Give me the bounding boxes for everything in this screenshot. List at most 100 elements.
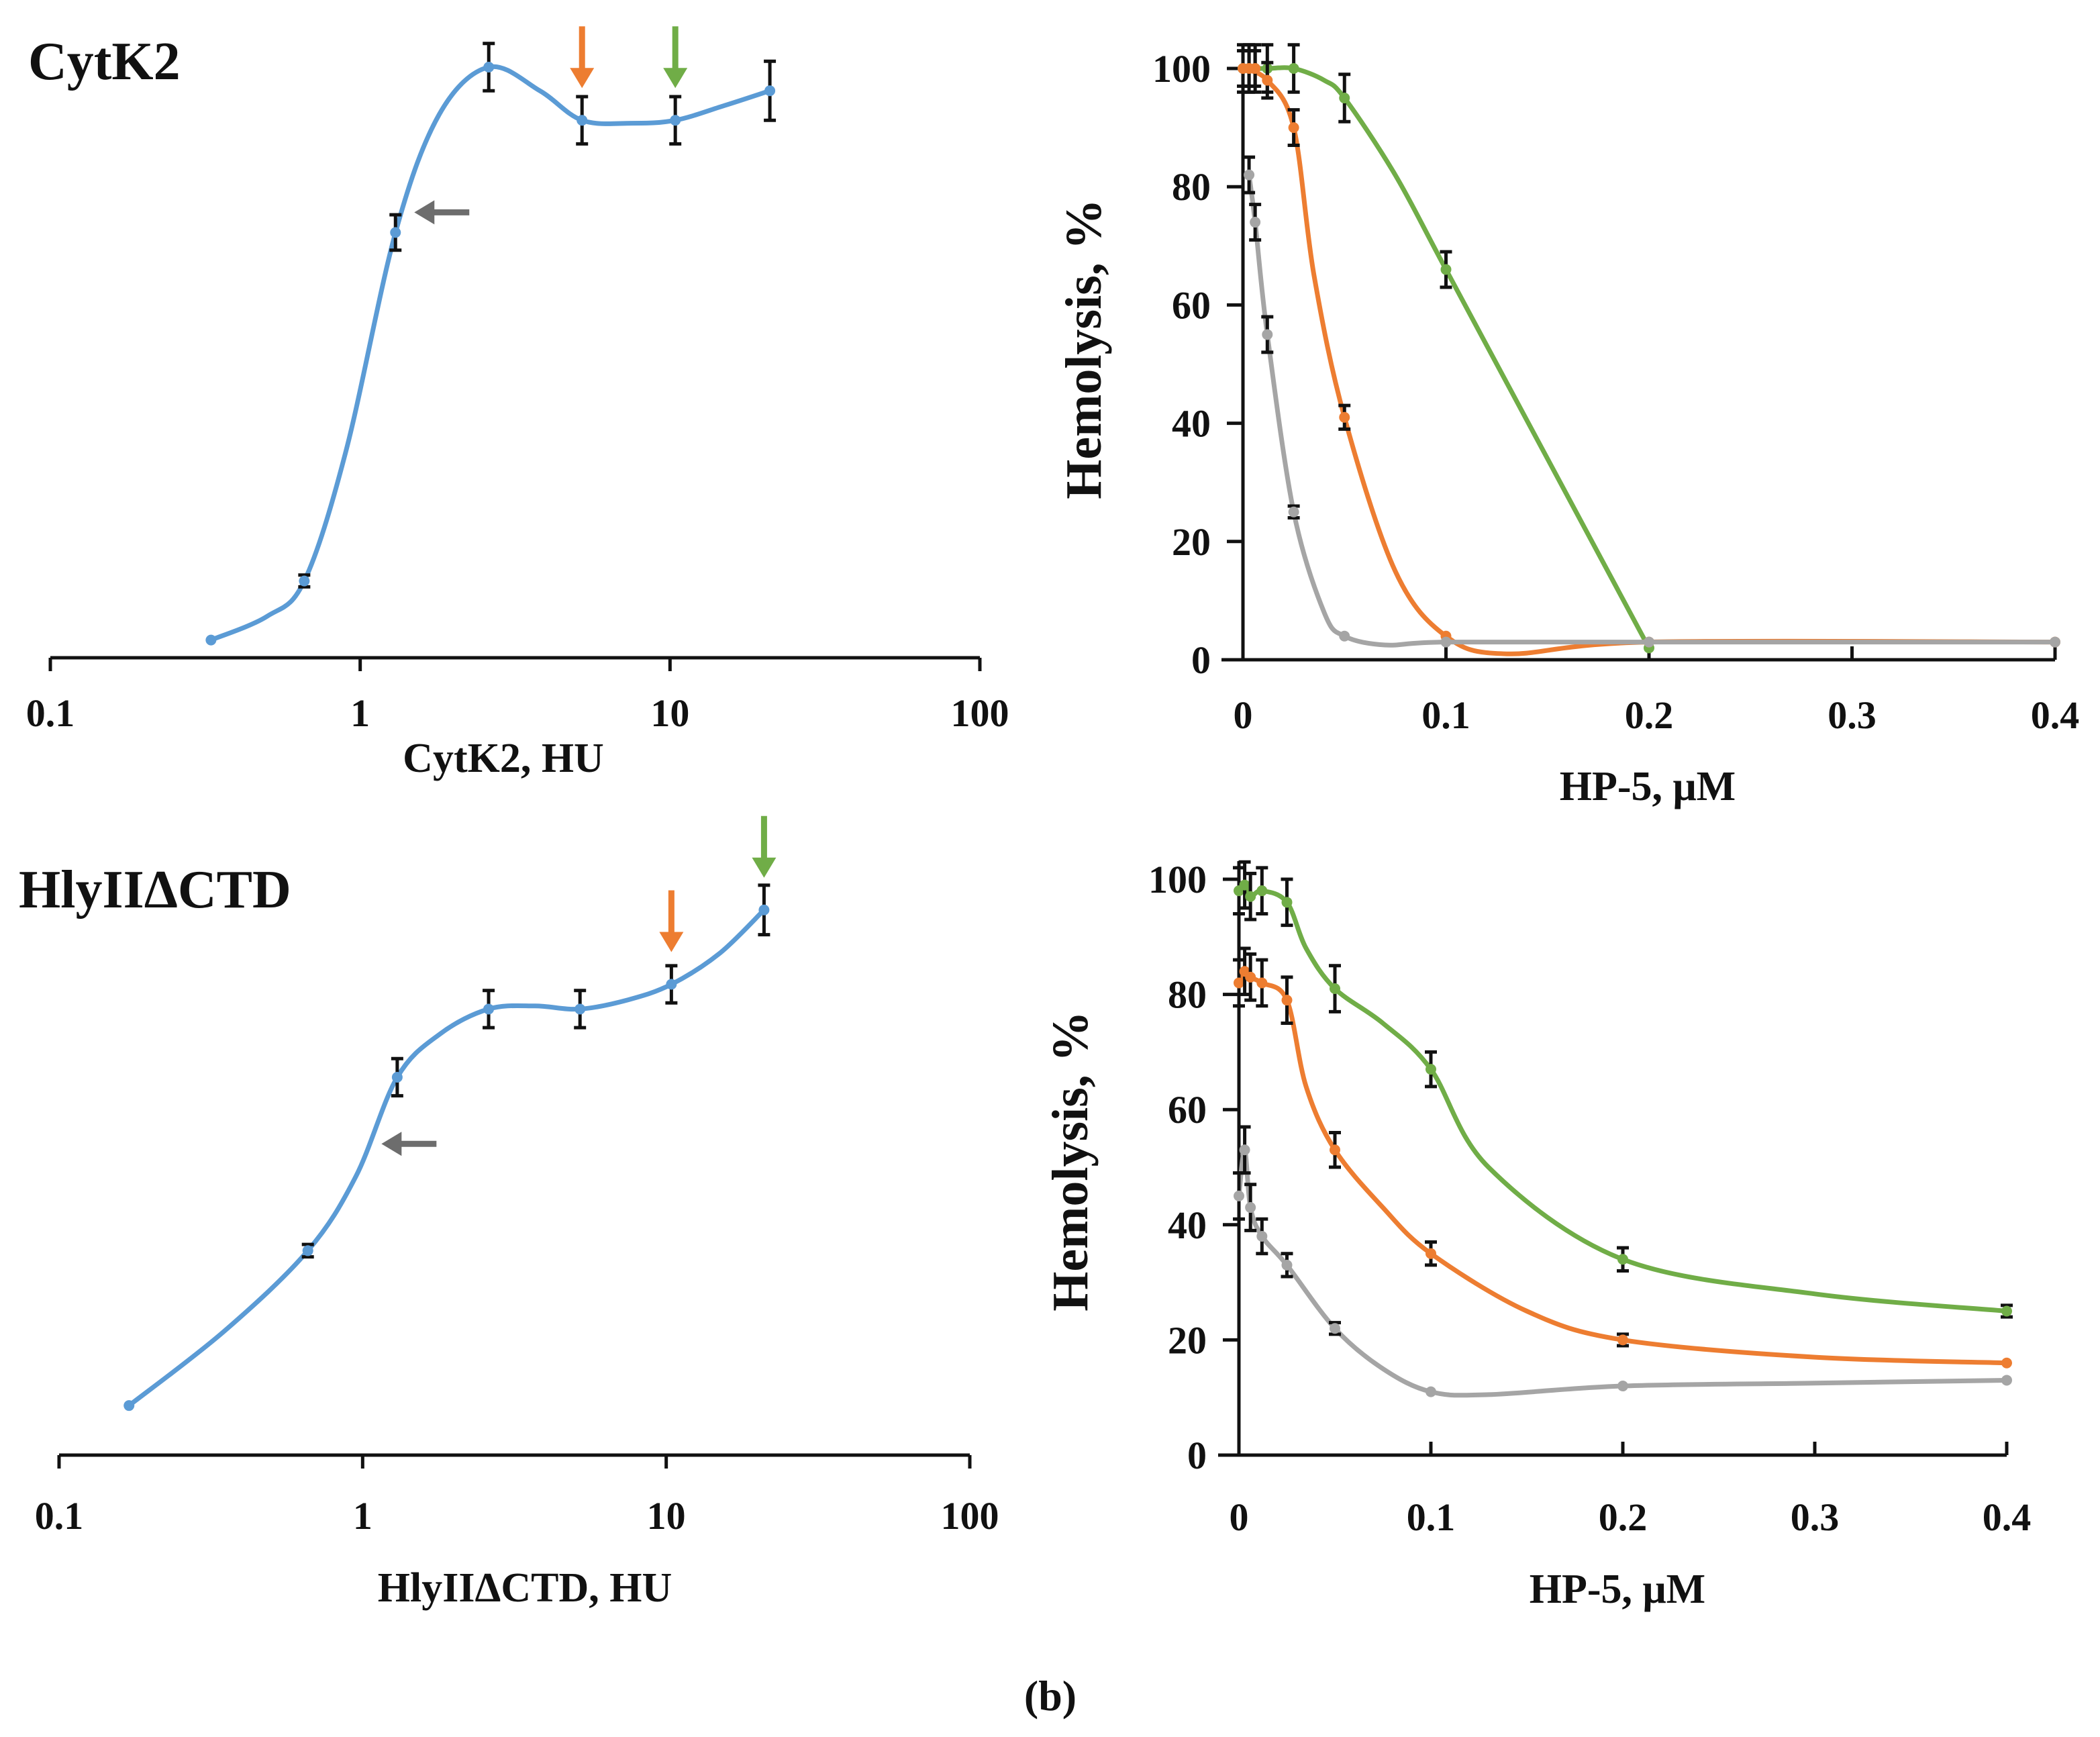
series-line-cytk2 [208,64,772,643]
data-point [1262,75,1273,86]
plot-area [1237,43,2060,656]
data-point [1617,1254,1628,1265]
arrow-left-marker [414,200,470,225]
arrow-down-marker [663,26,688,89]
data-point [1288,63,1299,74]
y-tick-label: 0 [1187,1434,1207,1477]
y-tick-label: 100 [1148,858,1207,901]
plot-area [205,26,777,646]
data-point [1245,971,1256,983]
data-point [1234,1190,1244,1201]
arrow-left-marker [381,1132,437,1156]
data-point [2001,1375,2012,1386]
data-point [1339,411,1350,423]
data-point [1245,1202,1256,1213]
panel-hlyii-dose: HlyIIΔCTD 0.1 1 10 100 HlyIIΔCTD, HU [19,815,999,1611]
x-tick-label: 0.4 [2031,693,2080,737]
data-point [1617,1381,1628,1392]
x-tick-label: 0.4 [1983,1495,2032,1539]
axis-ticks [1223,877,2009,1457]
y-tick-label: 100 [1152,47,1211,91]
y-tick-label: 80 [1168,973,1207,1017]
data-point [1440,264,1452,275]
series-line-gray [1246,172,2058,648]
data-point [1330,1144,1340,1156]
y-axis-label: Hemolysis, % [1056,199,1112,499]
plot-area [123,815,777,1411]
x-tick-labels: 0.1 1 10 100 [35,1494,999,1538]
arrow-down-marker [752,815,777,878]
data-point [666,979,677,990]
y-tick-label: 60 [1168,1088,1207,1132]
data-point [2050,636,2060,648]
data-point [1426,1248,1436,1259]
x-axis-label: HlyIIΔCTD, HU [378,1565,672,1611]
data-point [577,115,588,126]
data-point [1250,63,1261,74]
data-point [1330,1323,1340,1334]
data-point [1250,217,1261,228]
x-tick-label: 0.2 [1599,1495,1648,1539]
x-tick-label: 0.2 [1625,693,1674,737]
figure-label: (b) [1024,1672,1077,1720]
x-tick-label: 10 [650,691,689,735]
x-tick-label: 0.1 [26,691,75,735]
x-tick-label: 1 [353,1494,372,1538]
x-axis-label: HP-5, μM [1530,1567,1705,1612]
data-point [2001,1357,2012,1369]
y-tick-label: 40 [1168,1203,1207,1247]
data-point [1426,1064,1436,1075]
x-axis-label: CytK2, HU [403,736,604,781]
data-point [1281,995,1293,1006]
data-point [1256,977,1268,989]
x-tick-label: 0 [1230,1495,1249,1539]
data-point [1339,630,1350,642]
y-tick-label: 0 [1191,638,1211,682]
panel-cytk2-dose: CytK2 0.1 1 10 100 CytK2, HU [26,26,1009,781]
data-point [1244,169,1255,181]
data-point [1239,879,1250,891]
data-point [205,634,217,646]
x-tick-label: 0.3 [1791,1495,1840,1539]
data-point [483,1003,495,1015]
data-point [483,62,495,72]
x-ticks [48,658,982,671]
data-point [1239,1144,1250,1156]
x-tick-label: 0.3 [1828,693,1877,737]
data-point [1617,1334,1628,1346]
tick-labels: 0 0.1 0.2 0.3 0.4 0 20 40 60 80 100 [1152,47,2079,737]
x-tick-label: 0.1 [35,1494,84,1538]
panel-title-hlyii: HlyIIΔCTD [19,860,291,920]
x-axis-label: HP-5, μM [1560,764,1736,809]
panel-hp5-hlyii: Hemolysis, % 0 0.1 0.2 0.3 0.4 0 20 40 60 80 100 H… [1042,858,2031,1612]
data-point [302,1245,313,1256]
data-point [764,85,776,97]
data-point [1256,1230,1268,1242]
axis-ticks [1227,66,2057,662]
x-tick-label: 1 [350,691,370,735]
y-axis-label: Hemolysis, % [1042,1011,1099,1311]
data-point [574,1003,586,1015]
data-point [1234,977,1244,989]
y-tick-label: 40 [1172,402,1211,446]
tick-labels: 0 0.1 0.2 0.3 0.4 0 20 40 60 80 100 [1148,858,2031,1539]
data-point [2001,1305,2012,1317]
data-point [1426,1386,1436,1397]
y-tick-label: 20 [1168,1318,1207,1362]
y-tick-label: 80 [1172,165,1211,209]
y-tick-label: 60 [1172,283,1211,327]
panel-hp5-cytk2: Hemolysis, % 0 0.1 0.2 0.3 0.4 0 20 40 60 80 100 H… [1056,43,2079,809]
panel-title-cytk2: CytK2 [28,32,181,91]
data-point [1330,983,1340,995]
x-tick-label: 0.1 [1421,693,1470,737]
y-tick-label: 20 [1172,520,1211,564]
data-point [670,115,681,126]
series-line-orange [1240,66,2058,656]
data-point [123,1400,135,1411]
data-point [1262,329,1273,340]
data-point [1644,636,1654,648]
x-tick-label: 0 [1234,693,1253,737]
data-point [1288,506,1299,517]
x-tick-label: 0.1 [1407,1495,1456,1539]
